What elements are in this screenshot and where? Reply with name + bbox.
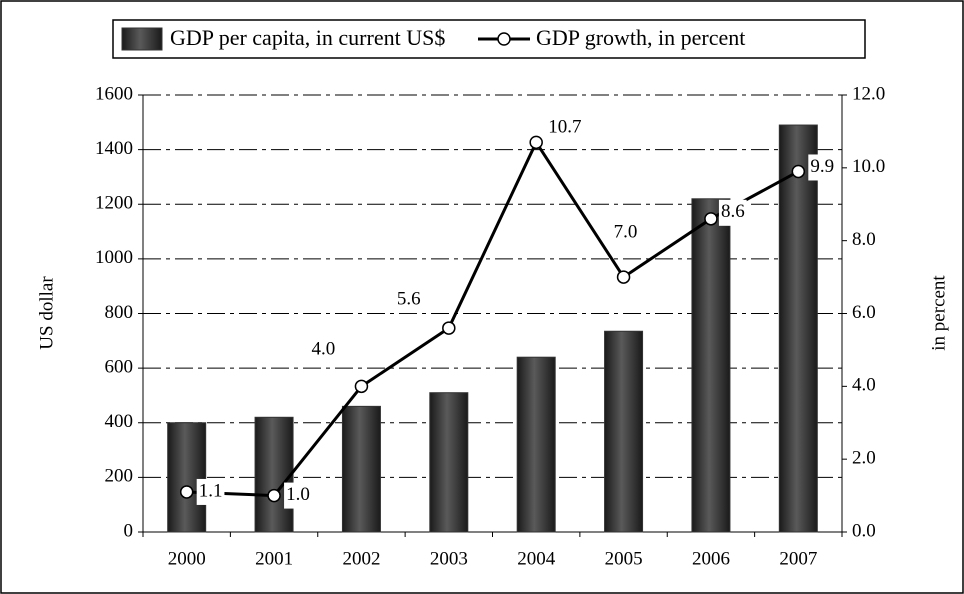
marker: [791, 164, 806, 179]
x-tick-label: 2006: [692, 548, 730, 569]
legend-swatch: [497, 32, 511, 46]
x-tick-label: 2002: [342, 548, 380, 569]
y-tick-label: 1200: [95, 193, 133, 214]
legend-label: GDP growth, in percent: [536, 25, 745, 50]
bar: [429, 392, 469, 533]
y2-tick-label: 8.0: [852, 229, 876, 250]
y-tick-label: 0: [124, 520, 134, 541]
y-tick-label: 800: [105, 302, 134, 323]
y-tick-label: 1400: [95, 138, 133, 159]
x-tick-label: 2003: [430, 548, 468, 569]
y-tick-label: 200: [105, 466, 134, 487]
marker: [616, 270, 631, 284]
y2-axis-title: in percent: [928, 275, 949, 351]
legend-label: GDP per capita, in current US$: [170, 25, 445, 50]
marker: [179, 485, 194, 499]
data-label: 9.9: [810, 156, 834, 177]
label-bg: [718, 199, 747, 226]
marker: [354, 379, 369, 394]
bar: [691, 198, 731, 533]
legend-swatch: [121, 27, 163, 51]
label-bg: [611, 220, 640, 247]
marker: [704, 212, 718, 226]
label-bg: [394, 287, 423, 314]
data-label: 4.0: [311, 339, 335, 360]
label-bg: [546, 115, 584, 142]
marker: [267, 488, 281, 503]
y-tick-label: 600: [105, 356, 134, 377]
y-axis-title: US dollar: [36, 276, 57, 350]
bar: [254, 416, 294, 533]
y2-tick-label: 2.0: [852, 448, 876, 469]
x-tick-label: 2004: [517, 548, 556, 569]
label-bg: [808, 154, 837, 181]
y-tick-label: 400: [105, 411, 134, 432]
x-tick-label: 2007: [779, 548, 817, 569]
bar: [167, 422, 207, 533]
data-label: 10.7: [548, 117, 581, 138]
marker: [442, 321, 456, 335]
data-label: 8.6: [721, 201, 745, 222]
y2-tick-label: 0.0: [852, 520, 876, 541]
data-label: 5.6: [397, 288, 421, 309]
y2-tick-label: 10.0: [852, 156, 885, 177]
bar: [604, 330, 644, 533]
bar: [778, 124, 818, 533]
y2-tick-label: 4.0: [852, 375, 876, 396]
bar: [516, 356, 556, 533]
label-bg: [284, 482, 312, 509]
data-label: 1.0: [286, 484, 310, 505]
label-bg: [309, 337, 338, 364]
y2-tick-label: 12.0: [852, 83, 885, 104]
data-label: 7.0: [614, 221, 638, 242]
data-label: 1.1: [199, 480, 223, 501]
bar: [341, 405, 381, 533]
x-tick-label: 2001: [255, 548, 293, 569]
x-tick-label: 2000: [168, 548, 206, 569]
x-tick-label: 2005: [605, 548, 643, 569]
label-bg: [196, 478, 225, 505]
y-tick-label: 1000: [95, 247, 133, 268]
y2-tick-label: 6.0: [852, 302, 876, 323]
line: [186, 139, 800, 498]
y-tick-label: 1600: [95, 83, 133, 104]
marker: [529, 135, 543, 150]
